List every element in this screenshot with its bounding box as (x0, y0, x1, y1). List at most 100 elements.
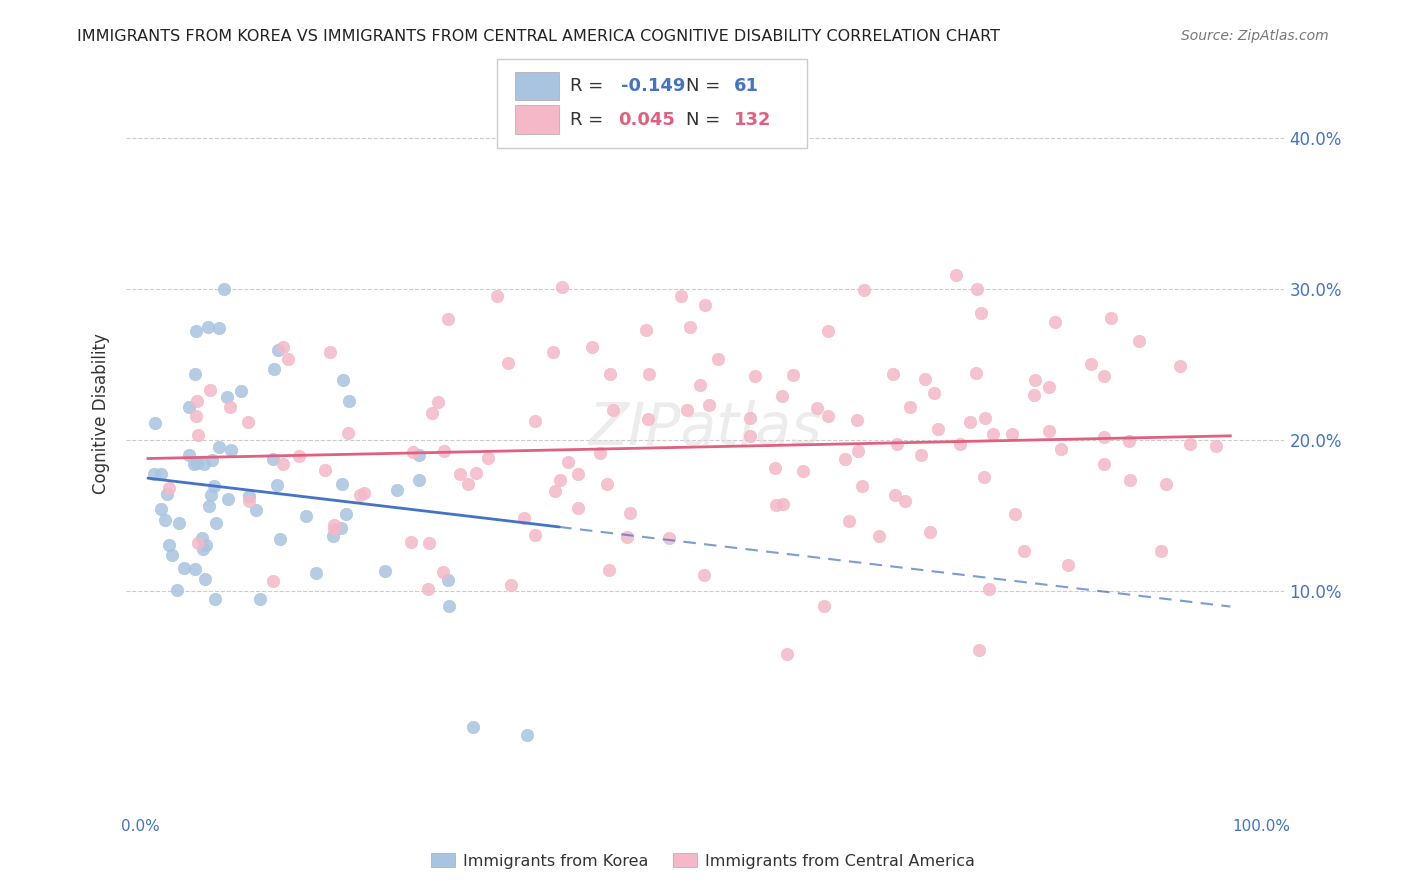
Point (966, 282, 988, 296)
Point (349, 488, 371, 502)
Point (184, 324, 207, 338)
Point (967, 643, 990, 657)
Point (288, 449, 311, 463)
Text: 0.045: 0.045 (619, 111, 675, 128)
Point (183, 457, 205, 471)
Point (817, 324, 839, 338)
Legend: Immigrants from Korea, Immigrants from Central America: Immigrants from Korea, Immigrants from C… (425, 847, 981, 875)
Text: N =: N = (686, 77, 725, 95)
Point (763, 461, 786, 475)
Point (201, 452, 224, 467)
Text: Source: ZipAtlas.com: Source: ZipAtlas.com (1181, 29, 1329, 43)
Point (658, 531, 681, 545)
Point (589, 446, 612, 460)
Point (408, 449, 430, 463)
Point (200, 488, 222, 502)
Point (898, 400, 921, 414)
Point (738, 410, 761, 425)
Point (776, 647, 799, 661)
Point (385, 483, 408, 497)
Point (1205, 439, 1227, 453)
Point (945, 268, 967, 282)
Point (970, 306, 993, 320)
Point (782, 368, 804, 383)
Point (208, 321, 231, 335)
Point (697, 399, 720, 413)
Point (193, 457, 215, 471)
Point (418, 536, 440, 550)
Point (323, 518, 346, 533)
Point (179, 448, 201, 462)
Point (1099, 311, 1122, 326)
FancyBboxPatch shape (496, 59, 807, 148)
Point (194, 572, 217, 586)
Point (186, 394, 208, 409)
Point (806, 401, 828, 416)
Point (599, 367, 621, 381)
Point (277, 352, 299, 367)
Point (249, 591, 271, 606)
Point (166, 583, 188, 598)
Text: IMMIGRANTS FROM KOREA VS IMMIGRANTS FROM CENTRAL AMERICA COGNITIVE DISABILITY CO: IMMIGRANTS FROM KOREA VS IMMIGRANTS FROM… (77, 29, 1000, 44)
Point (838, 514, 860, 528)
Point (427, 394, 450, 409)
Point (496, 356, 519, 370)
Point (981, 426, 1004, 441)
Point (143, 417, 166, 431)
Point (319, 344, 342, 359)
Point (1150, 543, 1173, 558)
Point (965, 366, 987, 380)
Point (1004, 508, 1026, 522)
Point (432, 565, 454, 579)
Point (1094, 368, 1116, 383)
Point (669, 289, 692, 303)
Point (337, 426, 360, 441)
Point (619, 506, 641, 520)
Point (1180, 437, 1202, 451)
Point (637, 367, 659, 381)
Point (197, 319, 219, 334)
Point (212, 282, 235, 296)
Point (544, 483, 567, 498)
Point (1024, 388, 1046, 402)
Point (457, 477, 479, 491)
Point (408, 473, 430, 487)
Point (160, 548, 183, 562)
Point (156, 487, 179, 501)
Text: N =: N = (686, 111, 725, 128)
Point (266, 477, 288, 491)
Point (834, 451, 856, 466)
Point (305, 566, 328, 580)
Point (886, 437, 908, 451)
Point (449, 467, 471, 482)
Point (236, 415, 259, 429)
Point (695, 297, 717, 311)
Point (323, 522, 346, 536)
Point (765, 498, 787, 512)
Point (852, 283, 875, 297)
Point (337, 394, 360, 409)
Point (401, 445, 423, 459)
Point (513, 510, 536, 524)
Point (676, 403, 699, 417)
Point (1128, 334, 1150, 348)
Point (1080, 357, 1102, 371)
Point (322, 529, 344, 543)
Point (399, 534, 422, 549)
Point (173, 560, 195, 574)
Point (1119, 474, 1142, 488)
Point (1092, 430, 1115, 444)
Point (332, 373, 354, 387)
Point (1012, 544, 1035, 558)
Text: 0.0%: 0.0% (121, 820, 159, 834)
FancyBboxPatch shape (516, 105, 560, 134)
Point (1092, 457, 1115, 471)
Point (924, 386, 946, 401)
Point (202, 479, 225, 493)
Point (949, 437, 972, 451)
Point (461, 721, 484, 735)
Point (353, 486, 375, 500)
Point (198, 499, 221, 513)
Point (581, 340, 603, 354)
Text: ZIPatlas: ZIPatlas (589, 400, 823, 457)
